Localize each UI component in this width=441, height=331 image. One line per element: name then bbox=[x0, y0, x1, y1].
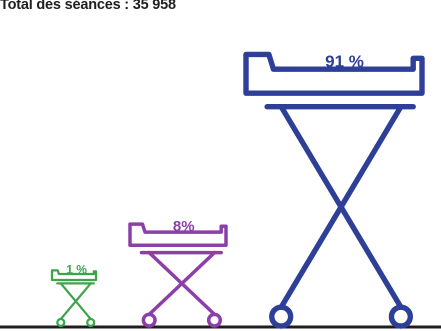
bed-wheel-right-3 bbox=[388, 304, 413, 329]
chart-title: Total des séances : 35 958 bbox=[0, 0, 176, 13]
value-label-1: 1 % bbox=[66, 262, 87, 276]
bed-bar-1 bbox=[50, 269, 98, 328]
value-label-3: 91 % bbox=[325, 52, 364, 71]
bed-leg-b-3 bbox=[278, 104, 404, 310]
bed-leg-b-1 bbox=[59, 282, 92, 321]
bed-mattress-2 bbox=[128, 222, 228, 247]
bed-wheel-left-3 bbox=[269, 304, 294, 329]
bed-bar-2 bbox=[128, 222, 228, 328]
bed-wheel-right-2 bbox=[206, 312, 223, 328]
bed-bar-3 bbox=[243, 51, 425, 329]
bed-mattress-1 bbox=[50, 269, 98, 282]
bed-mattress-3 bbox=[243, 51, 425, 96]
bed-wheel-left-1 bbox=[56, 317, 66, 328]
bed-leg-b-2 bbox=[147, 250, 217, 317]
value-label-2: 8% bbox=[173, 218, 195, 235]
bed-wheel-left-2 bbox=[141, 312, 157, 328]
bed-wheel-right-1 bbox=[86, 317, 96, 328]
